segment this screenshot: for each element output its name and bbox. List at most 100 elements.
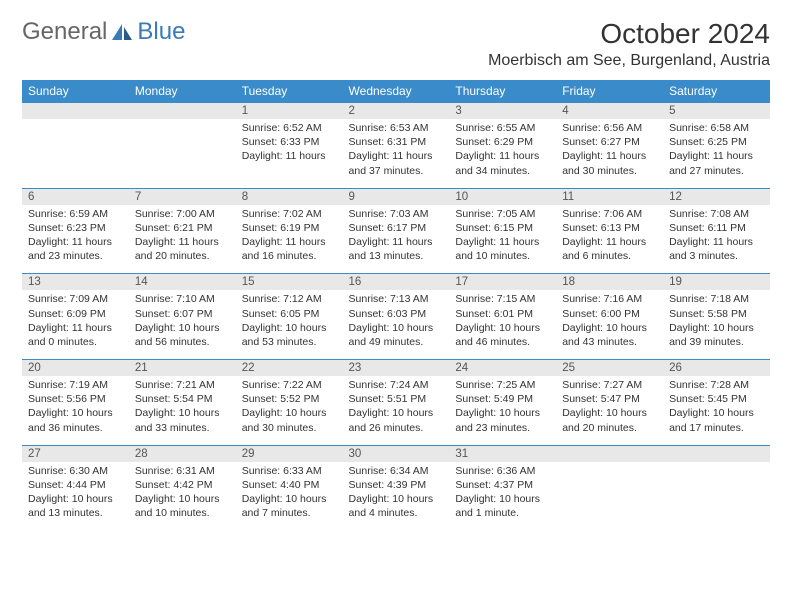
day-number: 26 bbox=[663, 359, 770, 376]
day-body: Sunrise: 6:52 AMSunset: 6:33 PMDaylight:… bbox=[236, 119, 343, 187]
day-number: 16 bbox=[343, 273, 450, 290]
sunrise-text: Sunrise: 7:13 AM bbox=[349, 292, 444, 306]
sunset-text: Sunset: 6:31 PM bbox=[349, 135, 444, 149]
sunset-text: Sunset: 5:51 PM bbox=[349, 392, 444, 406]
day-number: 27 bbox=[22, 445, 129, 462]
week-row: 27Sunrise: 6:30 AMSunset: 4:44 PMDayligh… bbox=[22, 445, 770, 531]
day-body: Sunrise: 6:58 AMSunset: 6:25 PMDaylight:… bbox=[663, 119, 770, 188]
day-number: 1 bbox=[236, 102, 343, 119]
daylight-text: Daylight: 10 hours and 1 minute. bbox=[455, 492, 550, 520]
sunset-text: Sunset: 4:40 PM bbox=[242, 478, 337, 492]
daylight-text: Daylight: 10 hours and 20 minutes. bbox=[562, 406, 657, 434]
day-number: 8 bbox=[236, 188, 343, 205]
day-body: Sunrise: 6:55 AMSunset: 6:29 PMDaylight:… bbox=[449, 119, 556, 188]
day-body: Sunrise: 7:05 AMSunset: 6:15 PMDaylight:… bbox=[449, 205, 556, 274]
day-body: Sunrise: 7:28 AMSunset: 5:45 PMDaylight:… bbox=[663, 376, 770, 445]
sunrise-text: Sunrise: 6:31 AM bbox=[135, 464, 230, 478]
day-body: Sunrise: 7:06 AMSunset: 6:13 PMDaylight:… bbox=[556, 205, 663, 274]
daylight-text: Daylight: 10 hours and 10 minutes. bbox=[135, 492, 230, 520]
day-header: Sunday bbox=[22, 80, 129, 102]
daylight-text: Daylight: 10 hours and 17 minutes. bbox=[669, 406, 764, 434]
sunset-text: Sunset: 6:23 PM bbox=[28, 221, 123, 235]
day-cell: 13Sunrise: 7:09 AMSunset: 6:09 PMDayligh… bbox=[22, 273, 129, 359]
day-number: 29 bbox=[236, 445, 343, 462]
sunrise-text: Sunrise: 7:28 AM bbox=[669, 378, 764, 392]
sunset-text: Sunset: 5:52 PM bbox=[242, 392, 337, 406]
day-number: 28 bbox=[129, 445, 236, 462]
sunrise-text: Sunrise: 7:08 AM bbox=[669, 207, 764, 221]
day-cell: 6Sunrise: 6:59 AMSunset: 6:23 PMDaylight… bbox=[22, 188, 129, 274]
day-body: Sunrise: 7:27 AMSunset: 5:47 PMDaylight:… bbox=[556, 376, 663, 445]
logo-sail-icon bbox=[111, 23, 133, 41]
day-body: Sunrise: 7:18 AMSunset: 5:58 PMDaylight:… bbox=[663, 290, 770, 359]
sunrise-text: Sunrise: 6:52 AM bbox=[242, 121, 337, 135]
day-cell: 26Sunrise: 7:28 AMSunset: 5:45 PMDayligh… bbox=[663, 359, 770, 445]
day-number: 2 bbox=[343, 102, 450, 119]
daylight-text: Daylight: 10 hours and 23 minutes. bbox=[455, 406, 550, 434]
day-number: 5 bbox=[663, 102, 770, 119]
day-cell: 30Sunrise: 6:34 AMSunset: 4:39 PMDayligh… bbox=[343, 445, 450, 531]
day-body bbox=[22, 119, 129, 187]
day-header: Friday bbox=[556, 80, 663, 102]
sunrise-text: Sunrise: 7:05 AM bbox=[455, 207, 550, 221]
sunset-text: Sunset: 4:42 PM bbox=[135, 478, 230, 492]
logo-text-general: General bbox=[22, 18, 107, 46]
sunrise-text: Sunrise: 7:10 AM bbox=[135, 292, 230, 306]
day-number: 15 bbox=[236, 273, 343, 290]
day-cell: 20Sunrise: 7:19 AMSunset: 5:56 PMDayligh… bbox=[22, 359, 129, 445]
day-body bbox=[556, 462, 663, 530]
daylight-text: Daylight: 10 hours and 30 minutes. bbox=[242, 406, 337, 434]
day-number: 25 bbox=[556, 359, 663, 376]
sunset-text: Sunset: 6:01 PM bbox=[455, 307, 550, 321]
sunset-text: Sunset: 4:37 PM bbox=[455, 478, 550, 492]
daylight-text: Daylight: 10 hours and 4 minutes. bbox=[349, 492, 444, 520]
sunrise-text: Sunrise: 7:24 AM bbox=[349, 378, 444, 392]
day-number: 6 bbox=[22, 188, 129, 205]
daylight-text: Daylight: 11 hours and 16 minutes. bbox=[242, 235, 337, 263]
day-body bbox=[129, 119, 236, 187]
day-number: 17 bbox=[449, 273, 556, 290]
day-number: 21 bbox=[129, 359, 236, 376]
header: General Blue October 2024 Moerbisch am S… bbox=[22, 18, 770, 70]
day-number: 22 bbox=[236, 359, 343, 376]
sunrise-text: Sunrise: 7:03 AM bbox=[349, 207, 444, 221]
day-header-row: Sunday Monday Tuesday Wednesday Thursday… bbox=[22, 80, 770, 102]
sunrise-text: Sunrise: 6:55 AM bbox=[455, 121, 550, 135]
daylight-text: Daylight: 11 hours and 37 minutes. bbox=[349, 149, 444, 177]
day-cell bbox=[663, 445, 770, 531]
day-cell: 8Sunrise: 7:02 AMSunset: 6:19 PMDaylight… bbox=[236, 188, 343, 274]
daylight-text: Daylight: 10 hours and 43 minutes. bbox=[562, 321, 657, 349]
sunrise-text: Sunrise: 7:09 AM bbox=[28, 292, 123, 306]
sunset-text: Sunset: 6:15 PM bbox=[455, 221, 550, 235]
day-cell: 22 Sunrise: 7:22 AMSunset: 5:52 PMDayligh… bbox=[236, 359, 343, 445]
sunrise-text: Sunrise: 6:59 AM bbox=[28, 207, 123, 221]
day-number: 23 bbox=[343, 359, 450, 376]
sunset-text: Sunset: 5:54 PM bbox=[135, 392, 230, 406]
day-cell: 5Sunrise: 6:58 AMSunset: 6:25 PMDaylight… bbox=[663, 102, 770, 188]
sunrise-text: Sunrise: 6:30 AM bbox=[28, 464, 123, 478]
week-row: 20Sunrise: 7:19 AMSunset: 5:56 PMDayligh… bbox=[22, 359, 770, 445]
day-cell: 7Sunrise: 7:00 AMSunset: 6:21 PMDaylight… bbox=[129, 188, 236, 274]
day-cell: 3Sunrise: 6:55 AMSunset: 6:29 PMDaylight… bbox=[449, 102, 556, 188]
day-cell bbox=[556, 445, 663, 531]
sunrise-text: Sunrise: 7:06 AM bbox=[562, 207, 657, 221]
day-body: Sunrise: 7:25 AMSunset: 5:49 PMDaylight:… bbox=[449, 376, 556, 445]
sunrise-text: Sunrise: 6:56 AM bbox=[562, 121, 657, 135]
title-block: October 2024 Moerbisch am See, Burgenlan… bbox=[488, 18, 770, 70]
logo: General Blue bbox=[22, 18, 185, 46]
daylight-text: Daylight: 10 hours and 46 minutes. bbox=[455, 321, 550, 349]
day-body: Sunrise: 7:09 AMSunset: 6:09 PMDaylight:… bbox=[22, 290, 129, 359]
daylight-text: Daylight: 10 hours and 7 minutes. bbox=[242, 492, 337, 520]
day-number: 10 bbox=[449, 188, 556, 205]
day-cell: 17Sunrise: 7:15 AMSunset: 6:01 PMDayligh… bbox=[449, 273, 556, 359]
day-cell: 31Sunrise: 6:36 AMSunset: 4:37 PMDayligh… bbox=[449, 445, 556, 531]
sunrise-text: Sunrise: 6:36 AM bbox=[455, 464, 550, 478]
day-number bbox=[22, 102, 129, 119]
day-body: Sunrise: 6:30 AMSunset: 4:44 PMDaylight:… bbox=[22, 462, 129, 531]
day-number: 13 bbox=[22, 273, 129, 290]
sunrise-text: Sunrise: 7:22 AM bbox=[242, 378, 337, 392]
sunset-text: Sunset: 6:05 PM bbox=[242, 307, 337, 321]
day-body: Sunrise: 7:02 AMSunset: 6:19 PMDaylight:… bbox=[236, 205, 343, 274]
day-cell: 25Sunrise: 7:27 AMSunset: 5:47 PMDayligh… bbox=[556, 359, 663, 445]
day-body: Sunrise: 6:34 AMSunset: 4:39 PMDaylight:… bbox=[343, 462, 450, 531]
